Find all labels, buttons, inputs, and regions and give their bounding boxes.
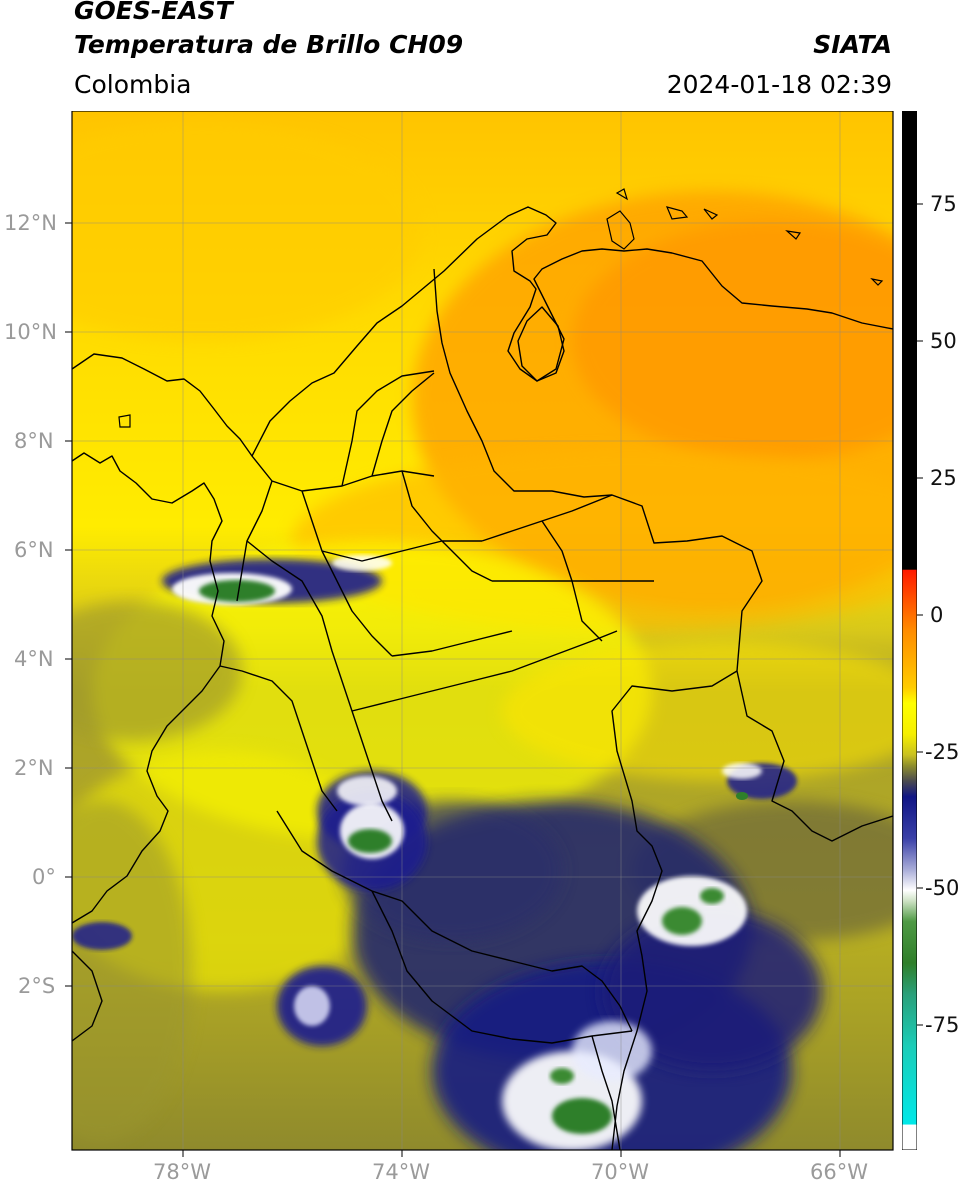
coldest-cores: [199, 580, 748, 1134]
border-peru-ecuador: [371, 890, 633, 1044]
lake-maracaibo: [517, 306, 565, 382]
colorbar-tick-label: -25: [925, 740, 960, 764]
colorbar-tick-label: 0: [930, 603, 944, 627]
lon-tick-label: 70°W: [591, 1160, 649, 1184]
lon-tick-label: 78°W: [153, 1160, 211, 1184]
lat-tick-label: 0°: [32, 865, 56, 889]
pacific-coastline: [72, 452, 225, 924]
colorbar-tick-label: 25: [930, 466, 957, 490]
region-label: Colombia: [74, 70, 192, 99]
lat-tick-label: 10°N: [4, 320, 57, 344]
product-title: Temperatura de Brillo CH09: [74, 30, 464, 59]
border-venezuela: [433, 268, 893, 842]
border-south: [276, 810, 633, 1032]
brand-label: SIATA: [813, 30, 892, 59]
colorbar: [902, 111, 917, 1150]
southern-coast: [72, 950, 103, 1042]
map-axes-frame: [65, 111, 894, 1157]
colorbar-tick-label: -50: [925, 876, 960, 900]
satellite-title: GOES-EAST: [74, 0, 233, 25]
lat-tick-label: 4°N: [14, 647, 54, 671]
lon-tick-label: 74°W: [372, 1160, 430, 1184]
lon-tick-label: 66°W: [810, 1160, 868, 1184]
colorbar-ticks: [917, 203, 923, 1026]
lat-tick-label: 12°N: [4, 211, 57, 235]
graticule: [72, 111, 893, 1150]
colorbar-tick-label: -75: [925, 1013, 960, 1037]
lat-tick-label: 2°N: [14, 756, 54, 780]
brightness-temperature-map: [72, 111, 893, 1150]
warm-region: [72, 121, 893, 631]
caribbean-coastline: [72, 206, 893, 457]
colorbar-tick-label: 75: [930, 192, 957, 216]
cool-band: [72, 601, 893, 1141]
border-brazil: [611, 670, 738, 1150]
department-boundaries: [219, 370, 654, 822]
islands: [118, 188, 884, 428]
lat-tick-label: 8°N: [14, 429, 54, 453]
lat-tick-label: 6°N: [14, 538, 54, 562]
border-peru-brazil: [591, 1035, 621, 1150]
coastlines-and-borders: [72, 206, 893, 1150]
lat-tick-label: 2°S: [18, 974, 56, 998]
timestamp: 2024-01-18 02:39: [666, 70, 892, 99]
colorbar-tick-label: 50: [930, 329, 957, 353]
